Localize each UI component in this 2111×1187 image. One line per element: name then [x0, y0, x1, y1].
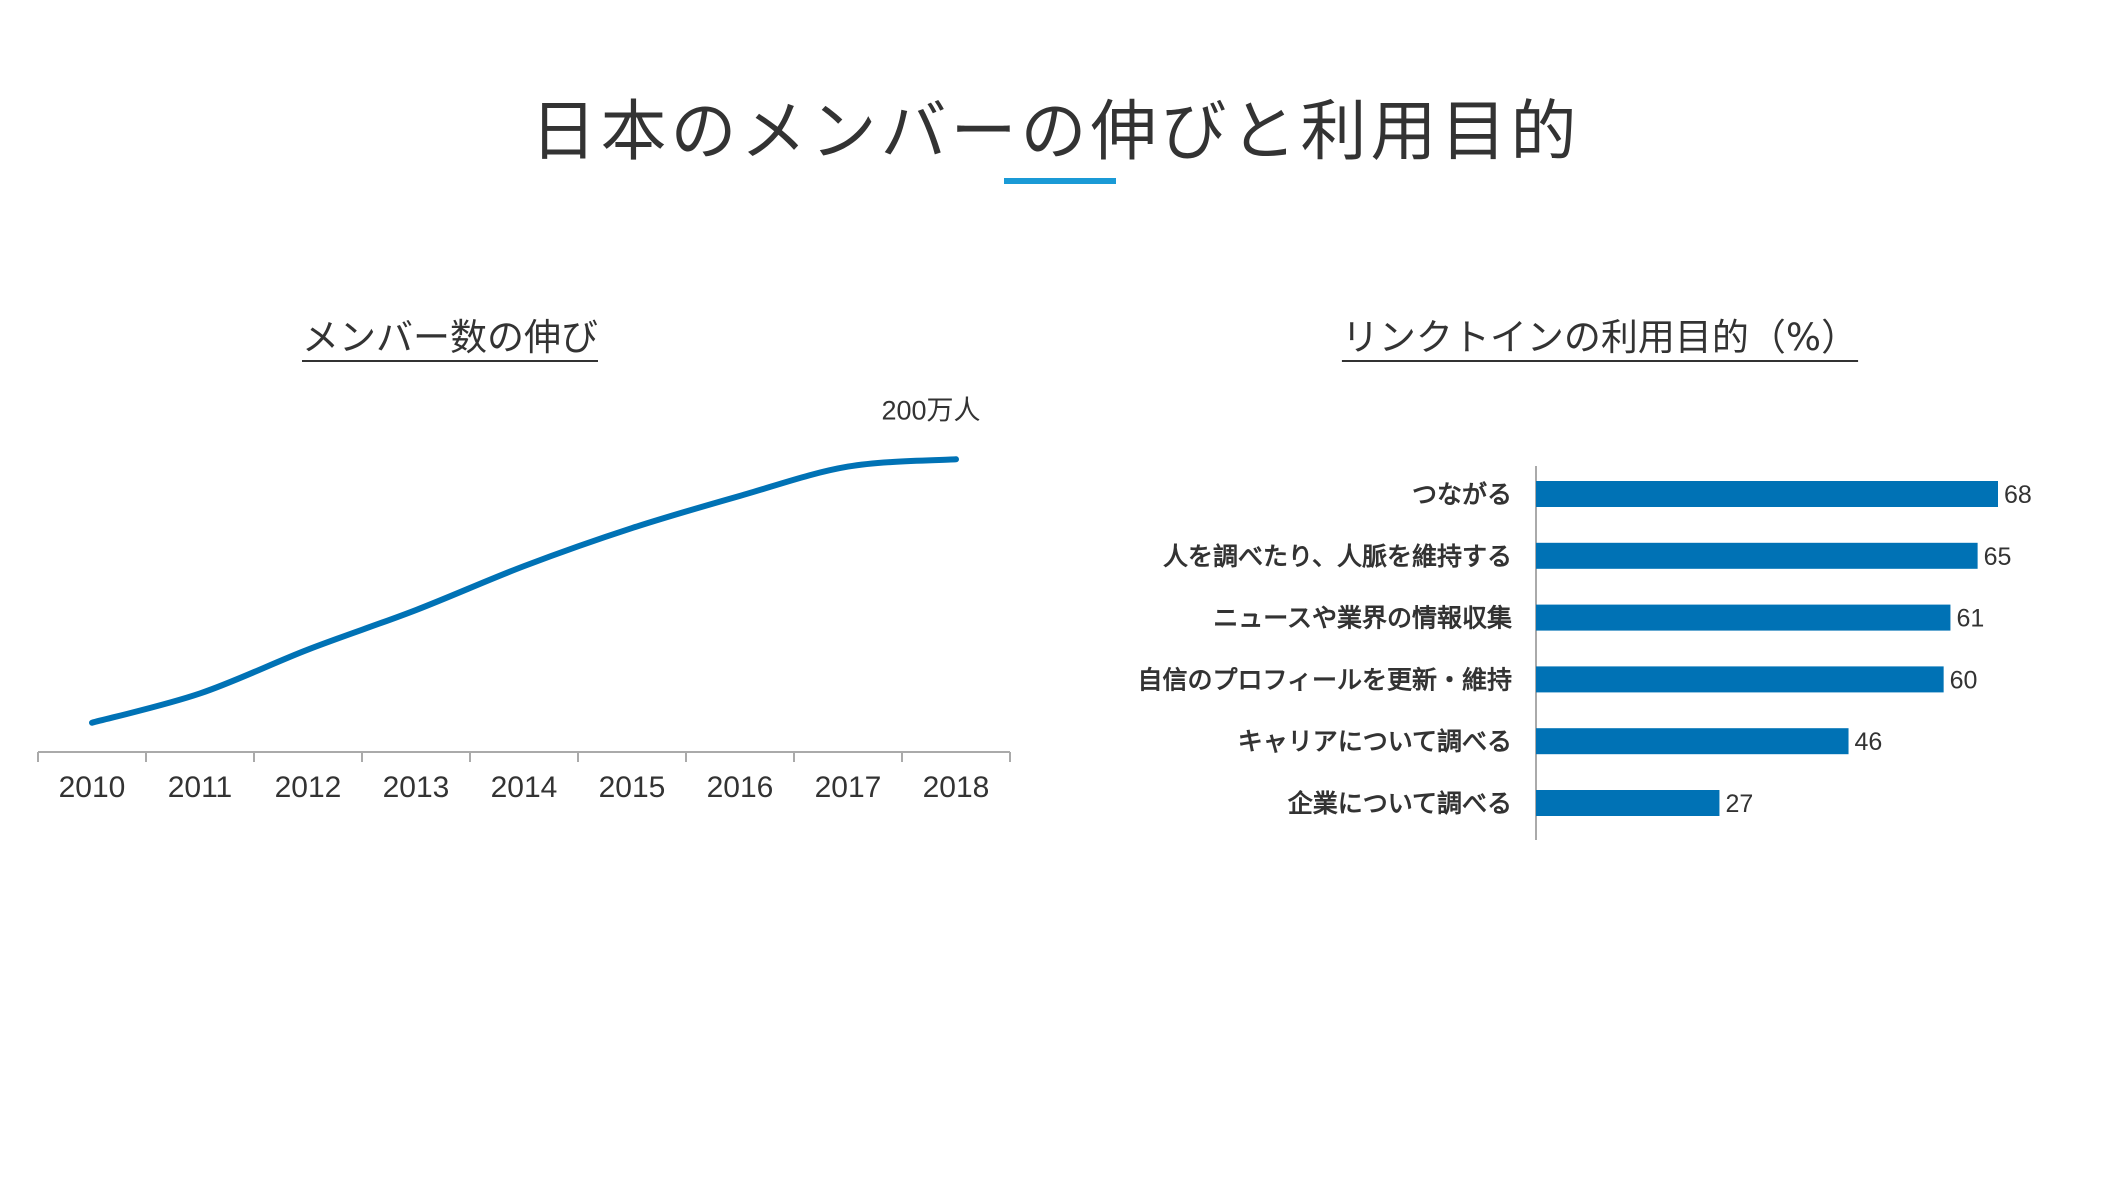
bar-value-label: 46	[1855, 728, 1883, 756]
bar-category-label: ニュースや業界の情報収集	[1213, 604, 1513, 633]
bar-category-label: 企業について調べる	[1288, 789, 1512, 818]
bar	[1536, 728, 1849, 755]
x-tick-label: 2015	[599, 771, 666, 804]
line-series	[89, 456, 959, 726]
bar-category-label: 自信のプロフィールを更新・維持	[1137, 665, 1512, 694]
page-title: 日本のメンバーの伸びと利用目的	[530, 93, 1581, 170]
bar-row: 企業について調べる 27	[1288, 789, 1754, 818]
x-tick-label: 2010	[59, 771, 126, 804]
line-chart-title: メンバー数の伸び	[302, 316, 598, 359]
bar-category-label: キャリアについて調べる	[1238, 727, 1512, 756]
bar	[1536, 666, 1944, 693]
bar	[1536, 790, 1720, 816]
x-tick-label: 2018	[923, 771, 990, 804]
bar-row: ニュースや業界の情報収集 61	[1213, 604, 1984, 633]
bar-chart-bars: つながる 68 人を調べたり、人脈を維持する 65 ニュースや業界の情報収集 61 自信のプ…	[1137, 480, 2031, 818]
bar-value-label: 60	[1950, 666, 1978, 694]
x-tick-label: 2012	[275, 771, 342, 804]
title-accent-bar	[1004, 178, 1116, 184]
bar	[1536, 481, 1998, 507]
bar-category-label: 人を調べたり、人脈を維持する	[1163, 542, 1512, 571]
line-chart-tick-labels: 2010 2011 2012 2013 2014 2015 2016 2017 2018	[59, 771, 990, 804]
bar-row: つながる 68	[1412, 480, 2032, 509]
bar	[1536, 542, 1978, 569]
bar-row: 人を調べたり、人脈を維持する 65	[1163, 542, 2011, 571]
bar-value-label: 27	[1725, 790, 1753, 818]
x-tick-label: 2014	[491, 771, 558, 804]
bar	[1536, 604, 1951, 631]
x-tick-label: 2017	[815, 771, 882, 804]
line-chart: メンバー数の伸び 2010 2011 2012 2013 2014 2015 2016 201…	[37, 316, 1011, 804]
bar-value-label: 68	[2004, 481, 2032, 509]
x-tick-label: 2011	[168, 771, 233, 804]
line-chart-ticks	[37, 752, 1011, 762]
bar-value-label: 65	[1984, 543, 2012, 571]
bar-value-label: 61	[1956, 605, 1984, 633]
bar-chart: リンクトインの利用目的（%） つながる 68 人を調べたり、人脈を維持する 65 ニュー…	[1137, 316, 2032, 840]
bar-row: キャリアについて調べる 46	[1238, 727, 1883, 756]
line-end-annotation: 200万人	[881, 395, 980, 425]
bar-category-label: つながる	[1412, 480, 1512, 509]
bar-row: 自信のプロフィールを更新・維持 60	[1137, 665, 1977, 694]
bar-chart-title: リンクトインの利用目的（%）	[1342, 316, 1858, 359]
x-tick-label: 2016	[707, 771, 774, 804]
x-tick-label: 2013	[383, 771, 450, 804]
